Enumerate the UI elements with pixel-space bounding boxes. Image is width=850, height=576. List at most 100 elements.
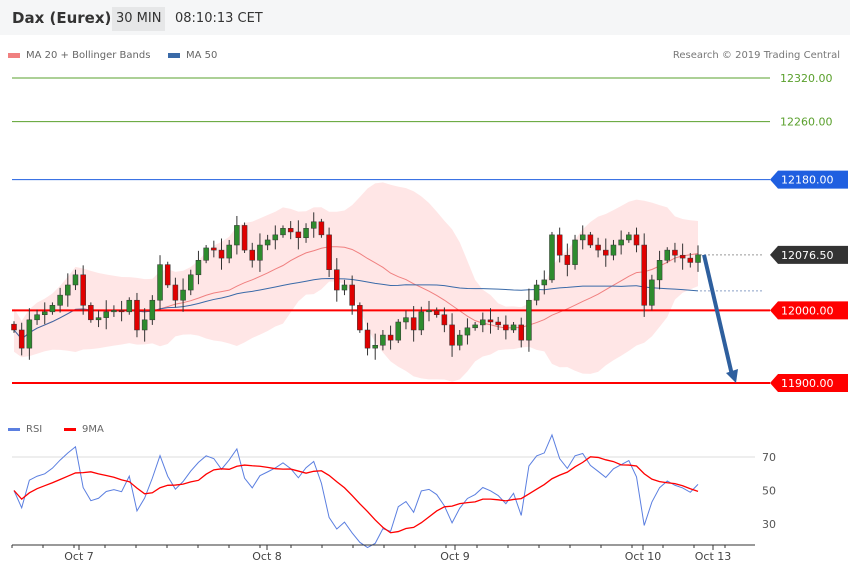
candle <box>564 254 571 265</box>
candle <box>510 324 517 331</box>
rsi-tick-label: 70 <box>762 451 776 464</box>
candle <box>387 334 394 341</box>
candle <box>172 284 179 301</box>
candle <box>410 317 417 331</box>
candles <box>11 212 701 360</box>
candle <box>380 334 386 346</box>
x-tick-label: Oct 9 <box>440 550 470 563</box>
candle <box>649 279 655 306</box>
legend-rsi: RSI <box>8 424 42 435</box>
candle <box>280 228 286 236</box>
candle <box>457 334 463 346</box>
candle <box>633 234 640 246</box>
candle <box>157 264 163 301</box>
candle <box>618 239 624 246</box>
level-tag <box>770 374 848 392</box>
legend-ma20: MA 20 + Bollinger Bands <box>8 50 150 61</box>
candle <box>503 324 509 331</box>
level-tag <box>770 245 848 264</box>
candle <box>626 234 632 241</box>
candle <box>303 228 309 239</box>
ma50-swatch-icon <box>168 52 180 58</box>
candle <box>587 234 594 246</box>
candle <box>664 249 671 261</box>
candle <box>372 344 378 349</box>
level-label: 12320.00 <box>780 72 833 85</box>
candle <box>57 294 63 306</box>
candle <box>211 247 217 251</box>
candle <box>234 225 240 246</box>
candle <box>472 324 478 329</box>
legend-9ma: 9MA <box>64 424 104 435</box>
candle <box>526 299 532 341</box>
candle <box>687 257 694 263</box>
candle <box>249 249 255 261</box>
header: Dax (Eurex) 30 MIN 08:10:13 CET <box>0 0 850 35</box>
rsi-line <box>13 433 699 549</box>
candle <box>41 311 48 315</box>
candle <box>18 329 25 349</box>
candle <box>241 225 248 251</box>
legend-ma20-label: MA 20 + Bollinger Bands <box>26 50 151 61</box>
candle <box>226 244 232 259</box>
candle <box>395 321 402 341</box>
candle <box>334 269 340 291</box>
arrow-head-icon <box>726 369 738 383</box>
candle <box>426 310 432 313</box>
candle <box>203 247 209 261</box>
legend-ma50-label: MA 50 <box>186 50 218 61</box>
candle <box>464 327 471 336</box>
rsi-tick-label: 30 <box>762 518 776 531</box>
copyright: Research © 2019 Trading Central <box>672 50 840 61</box>
candle <box>495 321 501 326</box>
candle <box>103 311 109 318</box>
candle <box>656 260 663 281</box>
candle <box>65 284 71 296</box>
candle <box>610 244 617 256</box>
candle <box>264 239 271 246</box>
level-label: 12076.50 <box>781 249 834 262</box>
level-tag <box>770 170 848 189</box>
candle <box>480 319 486 326</box>
legend-9ma-label: 9MA <box>82 424 104 435</box>
candle <box>357 305 363 331</box>
candle <box>111 310 117 313</box>
x-tick-label: Oct 8 <box>252 550 282 563</box>
candle <box>11 323 17 331</box>
candle <box>164 264 171 286</box>
candle <box>641 244 647 306</box>
candle <box>180 289 186 301</box>
candle <box>49 305 56 313</box>
rsi-9ma-line <box>13 456 699 534</box>
timeframe-button[interactable]: 30 MIN <box>112 7 166 31</box>
candle <box>341 284 348 291</box>
candle <box>541 279 548 286</box>
candle <box>549 234 555 281</box>
x-tick-label: Oct 7 <box>64 550 94 563</box>
candle <box>326 234 332 270</box>
candle <box>695 254 701 263</box>
candle <box>295 231 302 239</box>
candle <box>26 319 33 349</box>
ma20-swatch-icon <box>8 52 20 58</box>
candle <box>603 249 609 256</box>
candle <box>34 314 40 321</box>
candle <box>318 221 325 236</box>
rsi-tick-label: 50 <box>762 485 776 498</box>
candle <box>441 314 448 326</box>
candle <box>572 239 578 265</box>
candle <box>556 234 563 256</box>
candle <box>449 324 455 346</box>
level-tag <box>770 301 848 320</box>
level-label: 12260.00 <box>780 116 833 129</box>
candle <box>188 274 194 291</box>
candle <box>88 305 94 321</box>
candle <box>272 234 279 241</box>
candle <box>72 274 79 286</box>
candle <box>418 311 425 331</box>
instrument-title: Dax (Eurex) <box>12 9 112 27</box>
candle <box>287 228 294 233</box>
candle <box>134 299 140 331</box>
candle <box>126 299 133 313</box>
